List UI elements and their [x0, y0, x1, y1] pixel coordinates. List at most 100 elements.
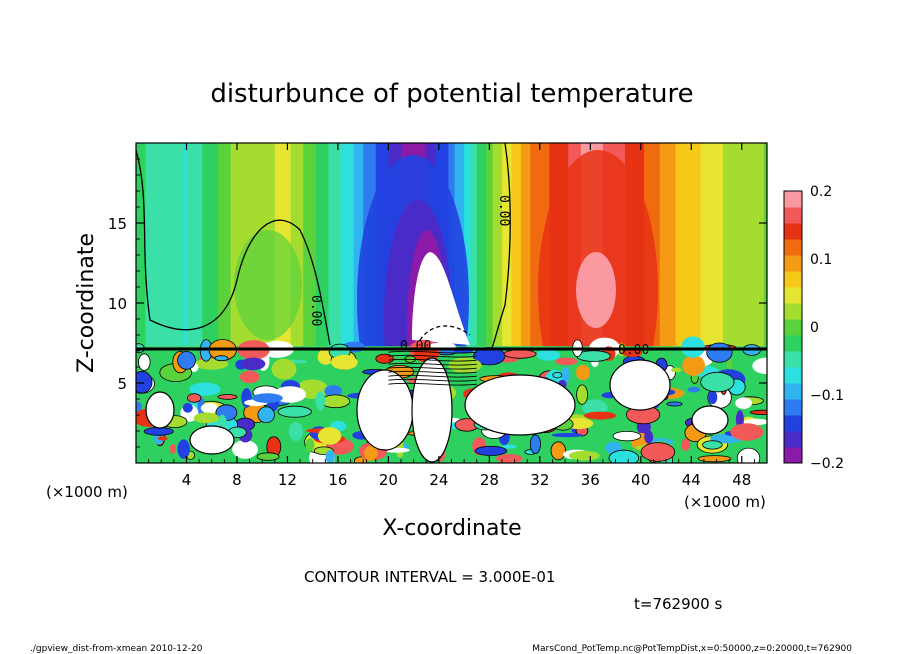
contour-label: 0.00 — [618, 343, 649, 358]
field-column — [303, 143, 307, 347]
field-column — [464, 143, 468, 347]
field-column — [520, 143, 525, 347]
field-column — [486, 143, 490, 347]
field-column — [707, 143, 711, 347]
field-column — [148, 143, 153, 347]
field-column — [233, 143, 238, 347]
x-axis: 4 8 12 16 20 24 28 32 36 40 44 48 — [148, 143, 755, 489]
field-column — [145, 143, 150, 347]
turbulent-patch — [736, 447, 761, 463]
turbulent-patch — [136, 370, 153, 394]
field-column — [331, 143, 336, 347]
field-column — [300, 143, 304, 347]
turbulent-patch — [177, 439, 190, 459]
turbulent-patch — [320, 394, 351, 409]
turbulent-patch — [217, 394, 238, 400]
turbulent-patch — [330, 354, 358, 370]
contour-line — [388, 378, 477, 382]
x-tick-label: 4 — [182, 471, 192, 489]
turbulent-patch — [496, 454, 523, 463]
field-column — [760, 143, 765, 347]
turbulent-patches — [136, 336, 767, 463]
turbulent-patch — [239, 370, 260, 384]
turbulent-patch — [143, 427, 174, 436]
field-column — [684, 143, 689, 347]
turbulent-patch — [315, 391, 326, 411]
turbulent-patch — [700, 371, 735, 393]
field-column — [530, 143, 535, 347]
turbulent-patch — [702, 440, 723, 450]
field-column — [741, 143, 746, 347]
colorbar-tick-label: −0.2 — [810, 456, 844, 472]
field-column — [151, 143, 156, 347]
field-column — [501, 143, 506, 347]
contour-label: 0.00 — [496, 195, 511, 226]
turbulent-patch — [612, 430, 642, 442]
turbulent-patch — [529, 434, 541, 454]
field-column — [527, 143, 531, 347]
footer-right: MarsCond_PotTemp.nc@PotTempDist,x=0:5000… — [532, 644, 852, 654]
field-column — [669, 143, 673, 347]
field-column — [218, 143, 222, 347]
field-column — [470, 143, 475, 347]
field-column — [356, 143, 361, 347]
turbulent-patch — [138, 353, 151, 371]
turbulent-patch — [552, 371, 563, 379]
field-column — [240, 143, 244, 347]
field-column — [763, 143, 767, 347]
time-label: t=762900 s — [634, 595, 722, 613]
field-column — [678, 143, 683, 347]
field-column — [173, 143, 178, 347]
field-column — [675, 143, 680, 347]
turbulent-patch — [288, 422, 304, 442]
colorbar-frame — [783, 190, 803, 464]
field-column — [524, 143, 528, 347]
field-column — [533, 143, 538, 347]
colorbar-swatch — [784, 319, 802, 336]
turbulent-patch — [640, 442, 676, 462]
turbulent-patch — [157, 436, 168, 441]
turbulent-patch — [325, 450, 335, 463]
field-column — [722, 143, 727, 347]
field-column — [136, 143, 140, 347]
field-column — [199, 143, 203, 347]
zero-contour-left — [136, 149, 331, 346]
field-column — [757, 143, 762, 347]
field-column — [189, 143, 194, 347]
field-column — [732, 143, 737, 347]
field-column — [662, 143, 667, 347]
turbulent-patch — [375, 353, 394, 364]
field-column — [211, 143, 216, 347]
y-axis: 5 10 15 — [108, 158, 767, 448]
field-column — [139, 143, 143, 347]
field-column — [517, 143, 522, 347]
turbulent-patch — [503, 349, 537, 359]
field-column — [672, 143, 677, 347]
turbulent-patch — [608, 449, 639, 463]
turbulent-patch — [735, 397, 752, 409]
turbulent-patch — [687, 386, 701, 393]
field-column — [306, 143, 311, 347]
x-tick-label: 28 — [480, 471, 499, 489]
field-column — [312, 143, 317, 347]
field-column — [161, 143, 165, 347]
field-column — [315, 143, 320, 347]
field-column — [208, 143, 213, 347]
colorbar-swatch — [784, 223, 802, 240]
contour-line — [388, 350, 477, 354]
field-column — [703, 143, 708, 347]
neutral-cell — [356, 369, 414, 451]
field-column — [467, 143, 472, 347]
contour-line — [388, 370, 477, 374]
colorbar-swatch — [784, 271, 802, 288]
contour-labels: 0.00 0.00 0.00 0.00 — [308, 195, 649, 358]
field-column — [735, 143, 740, 347]
field-column — [334, 143, 339, 347]
field-column — [293, 143, 298, 347]
field-column — [666, 143, 670, 347]
x-tick-label: 36 — [581, 471, 600, 489]
turbulent-patch — [697, 455, 732, 463]
field-column — [341, 143, 345, 347]
turbulent-patch — [169, 444, 177, 454]
colorbar-swatch — [784, 207, 802, 224]
